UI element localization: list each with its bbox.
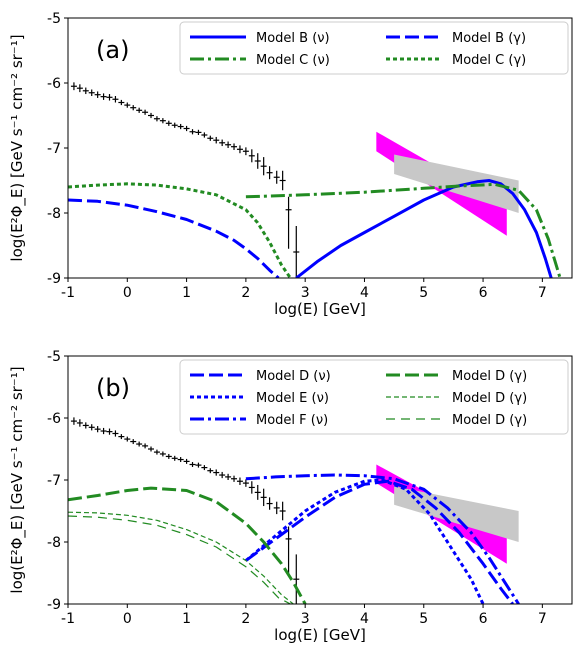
y-axis-label: log(E²Φ_E) [GeV s⁻¹ cm⁻² sr⁻¹] — [8, 34, 27, 261]
legend-entry: Model C (ν) — [256, 53, 330, 68]
panel-label: (b) — [96, 374, 130, 402]
x-tick-label: 4 — [360, 611, 369, 627]
y-tick-label: -8 — [47, 206, 61, 222]
series-line — [245, 473, 520, 604]
legend: Model B (ν) Model B (γ) Model C (ν) Model C… — [179, 21, 569, 75]
x-tick-label: -1 — [61, 285, 75, 301]
x-tick-label: 6 — [479, 611, 488, 627]
series-line — [68, 486, 307, 604]
y-tick-label: -6 — [47, 411, 61, 427]
x-tick-label: 2 — [241, 611, 250, 627]
x-tick-label: 7 — [538, 285, 547, 301]
y-tick-label: -5 — [47, 11, 61, 27]
x-tick-label: 2 — [241, 285, 250, 301]
y-axis-label: log(E²Φ_E) [GeV s⁻¹ cm⁻² sr⁻¹] — [8, 366, 27, 593]
legend-box — [179, 359, 569, 435]
legend-entry: Model E (ν) — [256, 391, 329, 406]
series-line — [245, 479, 514, 604]
panel-label: (a) — [96, 36, 129, 64]
panel-b: -1 0 1 2 3 4 5 6 7 -9 -8 -7 -6 -5 log(E) [GeV] log(E²Φ_… — [8, 349, 573, 644]
gray-band — [394, 486, 519, 542]
legend-entry: Model D (ν) — [256, 369, 331, 384]
legend-entry: Model C (γ) — [452, 53, 526, 68]
y-tick-label: -5 — [47, 349, 61, 365]
legend-entry: Model D (γ) — [452, 413, 527, 428]
series-line — [295, 179, 553, 278]
x-tick-label: 5 — [419, 611, 428, 627]
x-tick-label: 7 — [538, 611, 547, 627]
series-line — [68, 198, 280, 278]
series-line — [68, 515, 291, 604]
legend-entry: Model B (ν) — [256, 31, 330, 46]
y-tick-label: -8 — [47, 535, 61, 551]
y-tick-label: -6 — [47, 76, 61, 92]
legend-entry: Model D (γ) — [452, 369, 527, 384]
series-line — [245, 182, 562, 278]
y-tick-label: -9 — [47, 271, 61, 287]
series-line — [68, 511, 294, 604]
y-tick-label: -7 — [47, 473, 61, 489]
x-tick-label: 5 — [419, 285, 428, 301]
x-tick-label: 3 — [301, 611, 310, 627]
x-tick-label: 1 — [182, 285, 191, 301]
panel-a: -1 0 1 2 3 4 5 6 7 -9 -8 -7 -6 -5 log(E) [GeV] log(E²Φ_… — [8, 11, 573, 318]
legend-entry: Model D (γ) — [452, 391, 527, 406]
y-tick-label: -7 — [47, 141, 61, 157]
x-tick-label: 3 — [301, 285, 310, 301]
x-axis-label: log(E) [GeV] — [274, 300, 366, 318]
plot-area — [68, 82, 562, 278]
x-tick-label: 4 — [360, 285, 369, 301]
gray-band — [394, 154, 519, 213]
x-axis-label: log(E) [GeV] — [274, 626, 366, 644]
series-line — [68, 182, 292, 278]
legend-box — [179, 21, 569, 75]
plot-area — [68, 417, 520, 604]
legend-entry: Model F (ν) — [256, 413, 328, 428]
x-tick-label: 1 — [182, 611, 191, 627]
series-line — [244, 478, 485, 604]
y-tick-label: -9 — [47, 597, 61, 613]
x-tick-label: 6 — [479, 285, 488, 301]
legend-entry: Model B (γ) — [452, 31, 526, 46]
legend: Model D (ν) Model E (ν) Model F (ν) Model D… — [179, 359, 569, 435]
x-tick-label: 0 — [123, 285, 132, 301]
x-tick-label: 0 — [123, 611, 132, 627]
x-tick-label: -1 — [61, 611, 75, 627]
